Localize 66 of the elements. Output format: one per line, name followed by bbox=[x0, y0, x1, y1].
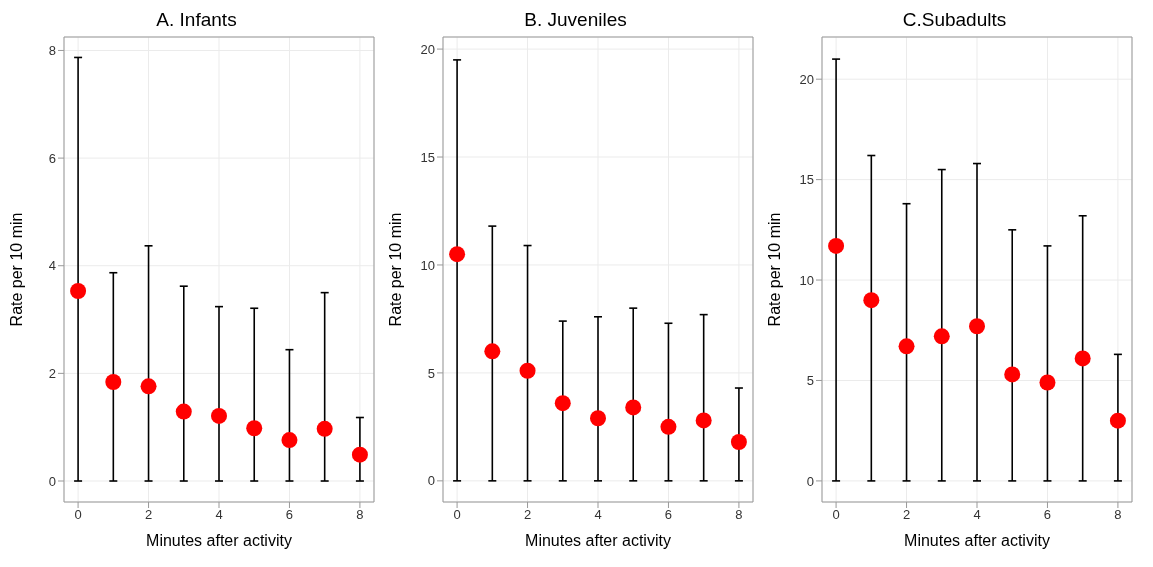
point bbox=[695, 412, 712, 429]
point bbox=[1004, 366, 1021, 383]
point bbox=[554, 395, 571, 412]
x-axis-title: Minutes after activity bbox=[146, 532, 292, 549]
point bbox=[625, 399, 642, 416]
x-tick-label: 0 bbox=[74, 507, 82, 523]
x-tick-label: 2 bbox=[902, 507, 911, 523]
y-tick-label: 0 bbox=[427, 473, 435, 489]
x-tick-label: 4 bbox=[973, 507, 981, 523]
y-tick-label: 15 bbox=[420, 149, 435, 165]
y-tick-label: 5 bbox=[427, 365, 435, 381]
y-axis-title: Rate per 10 min bbox=[7, 212, 25, 327]
point bbox=[660, 418, 677, 435]
point bbox=[175, 403, 192, 420]
y-tick-label: 4 bbox=[48, 258, 56, 274]
point bbox=[449, 246, 466, 263]
x-tick-label: 0 bbox=[832, 507, 840, 523]
x-tick-label: 8 bbox=[356, 507, 364, 523]
x-tick-label: 4 bbox=[215, 507, 223, 523]
point bbox=[484, 343, 501, 360]
x-tick-label: 0 bbox=[453, 507, 461, 523]
point bbox=[140, 378, 157, 395]
y-tick-label: 8 bbox=[48, 43, 56, 59]
y-tick-label: 0 bbox=[806, 473, 814, 489]
point bbox=[933, 328, 950, 345]
point bbox=[730, 433, 747, 450]
y-tick-label: 10 bbox=[420, 257, 435, 273]
chart-title: A. Infants bbox=[155, 8, 238, 32]
x-tick-label: 6 bbox=[285, 507, 294, 523]
point bbox=[211, 407, 227, 424]
y-tick-label: 2 bbox=[48, 365, 56, 381]
point bbox=[969, 318, 985, 335]
y-tick-label: 6 bbox=[48, 150, 56, 166]
x-tick-label: 4 bbox=[594, 507, 602, 523]
point bbox=[519, 362, 536, 379]
x-tick-label: 2 bbox=[523, 507, 532, 523]
y-axis-title: Rate per 10 min bbox=[386, 212, 404, 327]
chart-title: B. Juveniles bbox=[523, 8, 628, 32]
x-tick-label: 8 bbox=[1114, 507, 1122, 523]
x-tick-label: 6 bbox=[664, 507, 673, 523]
y-axis-title: Rate per 10 min bbox=[765, 212, 783, 327]
point bbox=[105, 373, 122, 390]
chart-title: C.Subadults bbox=[901, 8, 1008, 32]
point bbox=[863, 292, 880, 309]
point bbox=[1074, 350, 1091, 367]
y-tick-label: 15 bbox=[799, 172, 814, 188]
point bbox=[316, 420, 333, 437]
point bbox=[1109, 412, 1126, 429]
point bbox=[590, 410, 606, 427]
x-tick-label: 8 bbox=[735, 507, 743, 523]
x-axis-title: Minutes after activity bbox=[904, 532, 1050, 549]
point bbox=[898, 338, 915, 355]
y-tick-label: 10 bbox=[799, 272, 814, 288]
point bbox=[1039, 374, 1056, 391]
y-tick-label: 20 bbox=[799, 71, 814, 87]
x-tick-label: 2 bbox=[144, 507, 153, 523]
point bbox=[246, 420, 263, 437]
y-tick-label: 20 bbox=[420, 41, 435, 57]
y-tick-label: 0 bbox=[48, 473, 56, 489]
point bbox=[828, 237, 845, 254]
point bbox=[281, 432, 298, 449]
point bbox=[351, 446, 368, 463]
x-axis-title: Minutes after activity bbox=[525, 532, 671, 549]
y-tick-label: 5 bbox=[806, 373, 814, 389]
point bbox=[70, 283, 87, 300]
x-tick-label: 6 bbox=[1043, 507, 1052, 523]
